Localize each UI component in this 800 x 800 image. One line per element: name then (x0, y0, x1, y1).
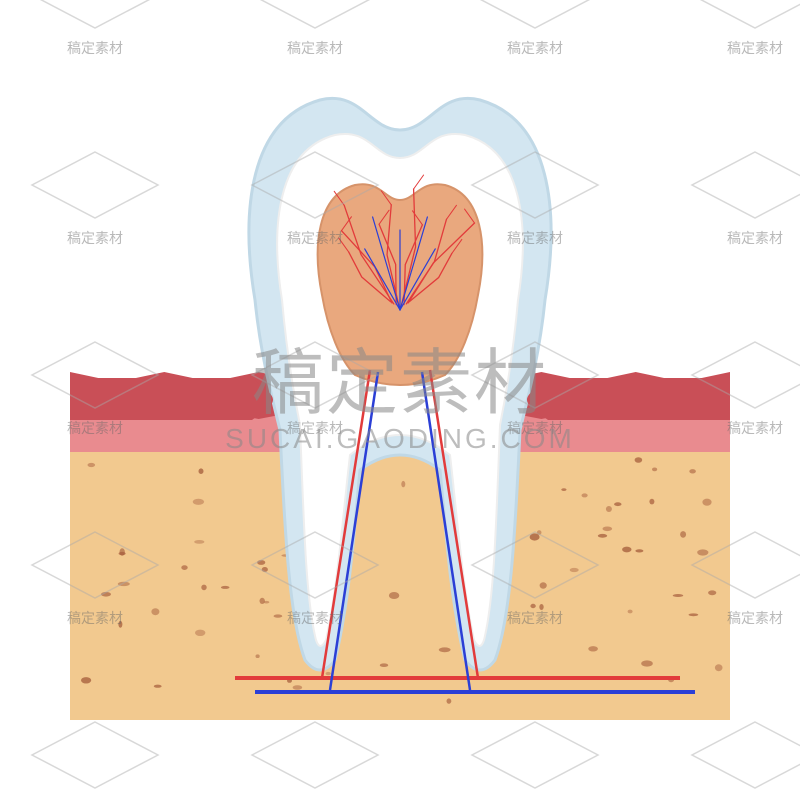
tooth-anatomy-illustration (0, 0, 800, 800)
diagram-canvas: 稿定素材稿定素材稿定素材稿定素材稿定素材稿定素材稿定素材稿定素材稿定素材稿定素材… (0, 0, 800, 800)
